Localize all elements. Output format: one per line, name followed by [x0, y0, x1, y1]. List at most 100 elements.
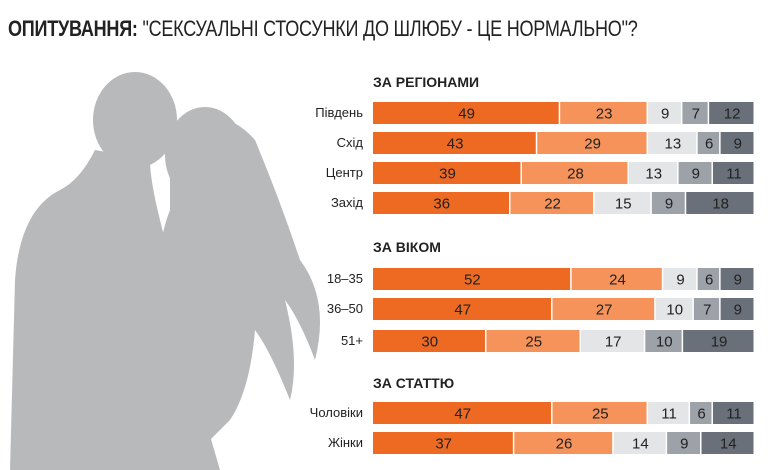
- bar-segment: [510, 192, 594, 214]
- section-title: ЗА ВІКОМ: [373, 239, 441, 255]
- data-label: 24: [609, 272, 626, 289]
- data-label: 47: [454, 302, 471, 319]
- bar-segment: [720, 268, 754, 290]
- bar-segment: [373, 298, 552, 320]
- bar-segment: [486, 330, 580, 352]
- data-label: 12: [724, 106, 741, 123]
- section-title: ЗА СТАТТЮ: [373, 375, 454, 391]
- data-label: 25: [525, 334, 542, 351]
- data-label: 23: [596, 106, 613, 123]
- data-label: 9: [680, 436, 688, 453]
- data-label: 25: [592, 406, 609, 423]
- bar-segment: [594, 192, 651, 214]
- row-label: 36–50: [327, 301, 363, 316]
- bar-segment: [571, 268, 662, 290]
- bar-segment: [690, 402, 712, 424]
- data-label: 47: [454, 406, 471, 423]
- data-label: 17: [605, 334, 622, 351]
- bar-segment: [514, 432, 613, 454]
- bar-segment: [628, 162, 678, 184]
- data-label: 6: [705, 136, 713, 153]
- data-label: 30: [421, 334, 438, 351]
- bar-segment: [712, 162, 754, 184]
- bar-segment: [552, 402, 647, 424]
- bar-segment: [560, 102, 647, 124]
- bar-segment: [373, 132, 536, 154]
- title-prefix: ОПИТУВАННЯ:: [8, 16, 138, 41]
- row-label: Південь: [315, 105, 363, 120]
- bar-segment: [373, 102, 559, 124]
- data-label: 9: [734, 136, 742, 153]
- data-label: 9: [665, 196, 673, 213]
- data-label: 13: [645, 166, 662, 183]
- bar-segment: [686, 192, 754, 214]
- row-label: 18–35: [327, 271, 363, 286]
- data-label: 49: [458, 106, 475, 123]
- data-label: 9: [692, 166, 700, 183]
- bar-segment: [663, 268, 697, 290]
- data-label: 10: [656, 334, 673, 351]
- data-label: 9: [676, 272, 684, 289]
- row-label: 51+: [341, 333, 363, 348]
- title-question: "СЕКСУАЛЬНІ СТОСУНКИ ДО ШЛЮБУ - ЦЕ НОРМА…: [137, 16, 638, 41]
- row-label: Центр: [326, 165, 363, 180]
- data-label: 28: [567, 166, 584, 183]
- data-label: 39: [439, 166, 456, 183]
- bar-segment: [709, 102, 754, 124]
- page-title: ОПИТУВАННЯ: "СЕКСУАЛЬНІ СТОСУНКИ ДО ШЛЮБ…: [8, 16, 638, 42]
- bar-segment: [712, 402, 754, 424]
- row-label: Захід: [331, 195, 363, 210]
- data-label: 11: [726, 406, 742, 423]
- data-label: 10: [666, 302, 683, 319]
- data-label: 22: [544, 196, 561, 213]
- couple-silhouette-image: [10, 72, 320, 470]
- data-label: 11: [661, 406, 677, 423]
- bar-segment: [521, 162, 628, 184]
- bar-segment: [373, 432, 513, 454]
- data-label: 52: [464, 272, 481, 289]
- data-label: 14: [720, 436, 737, 453]
- bar-segment: [648, 102, 681, 124]
- data-label: 9: [734, 272, 742, 289]
- row-label: Схід: [337, 135, 364, 150]
- data-label: 13: [665, 136, 682, 153]
- data-label: 7: [692, 106, 700, 123]
- bar-segment: [373, 268, 571, 290]
- bar-segment: [645, 330, 682, 352]
- data-label: 11: [726, 166, 742, 183]
- bar-segment: [693, 298, 720, 320]
- bar-segment: [373, 402, 552, 424]
- bar-segment: [683, 330, 754, 352]
- data-label: 37: [435, 436, 452, 453]
- bar-segment: [552, 298, 655, 320]
- data-label: 18: [712, 196, 729, 213]
- data-label: 15: [615, 196, 632, 213]
- bar-segment: [651, 192, 685, 214]
- data-label: 6: [697, 406, 705, 423]
- bar-segment: [697, 268, 720, 290]
- bar-segment: [648, 402, 689, 424]
- bar-segment: [682, 102, 708, 124]
- bar-segment: [537, 132, 647, 154]
- bar-segment: [581, 330, 644, 352]
- bar-segment: [373, 162, 521, 184]
- data-label: 9: [734, 302, 742, 319]
- row-label: Чоловіки: [310, 405, 363, 420]
- data-label: 7: [703, 302, 711, 319]
- data-label: 9: [661, 106, 669, 123]
- bar-segment: [701, 432, 754, 454]
- data-label: 36: [433, 196, 450, 213]
- data-label: 6: [705, 272, 713, 289]
- bar-segment: [648, 132, 697, 154]
- data-label: 43: [447, 136, 464, 153]
- data-label: 14: [632, 436, 649, 453]
- bar-segment: [667, 432, 701, 454]
- bar-segment: [720, 298, 754, 320]
- row-label: Жінки: [328, 435, 363, 450]
- data-label: 27: [596, 302, 613, 319]
- bar-segment: [373, 192, 510, 214]
- data-label: 29: [584, 136, 601, 153]
- bar-segment: [720, 132, 754, 154]
